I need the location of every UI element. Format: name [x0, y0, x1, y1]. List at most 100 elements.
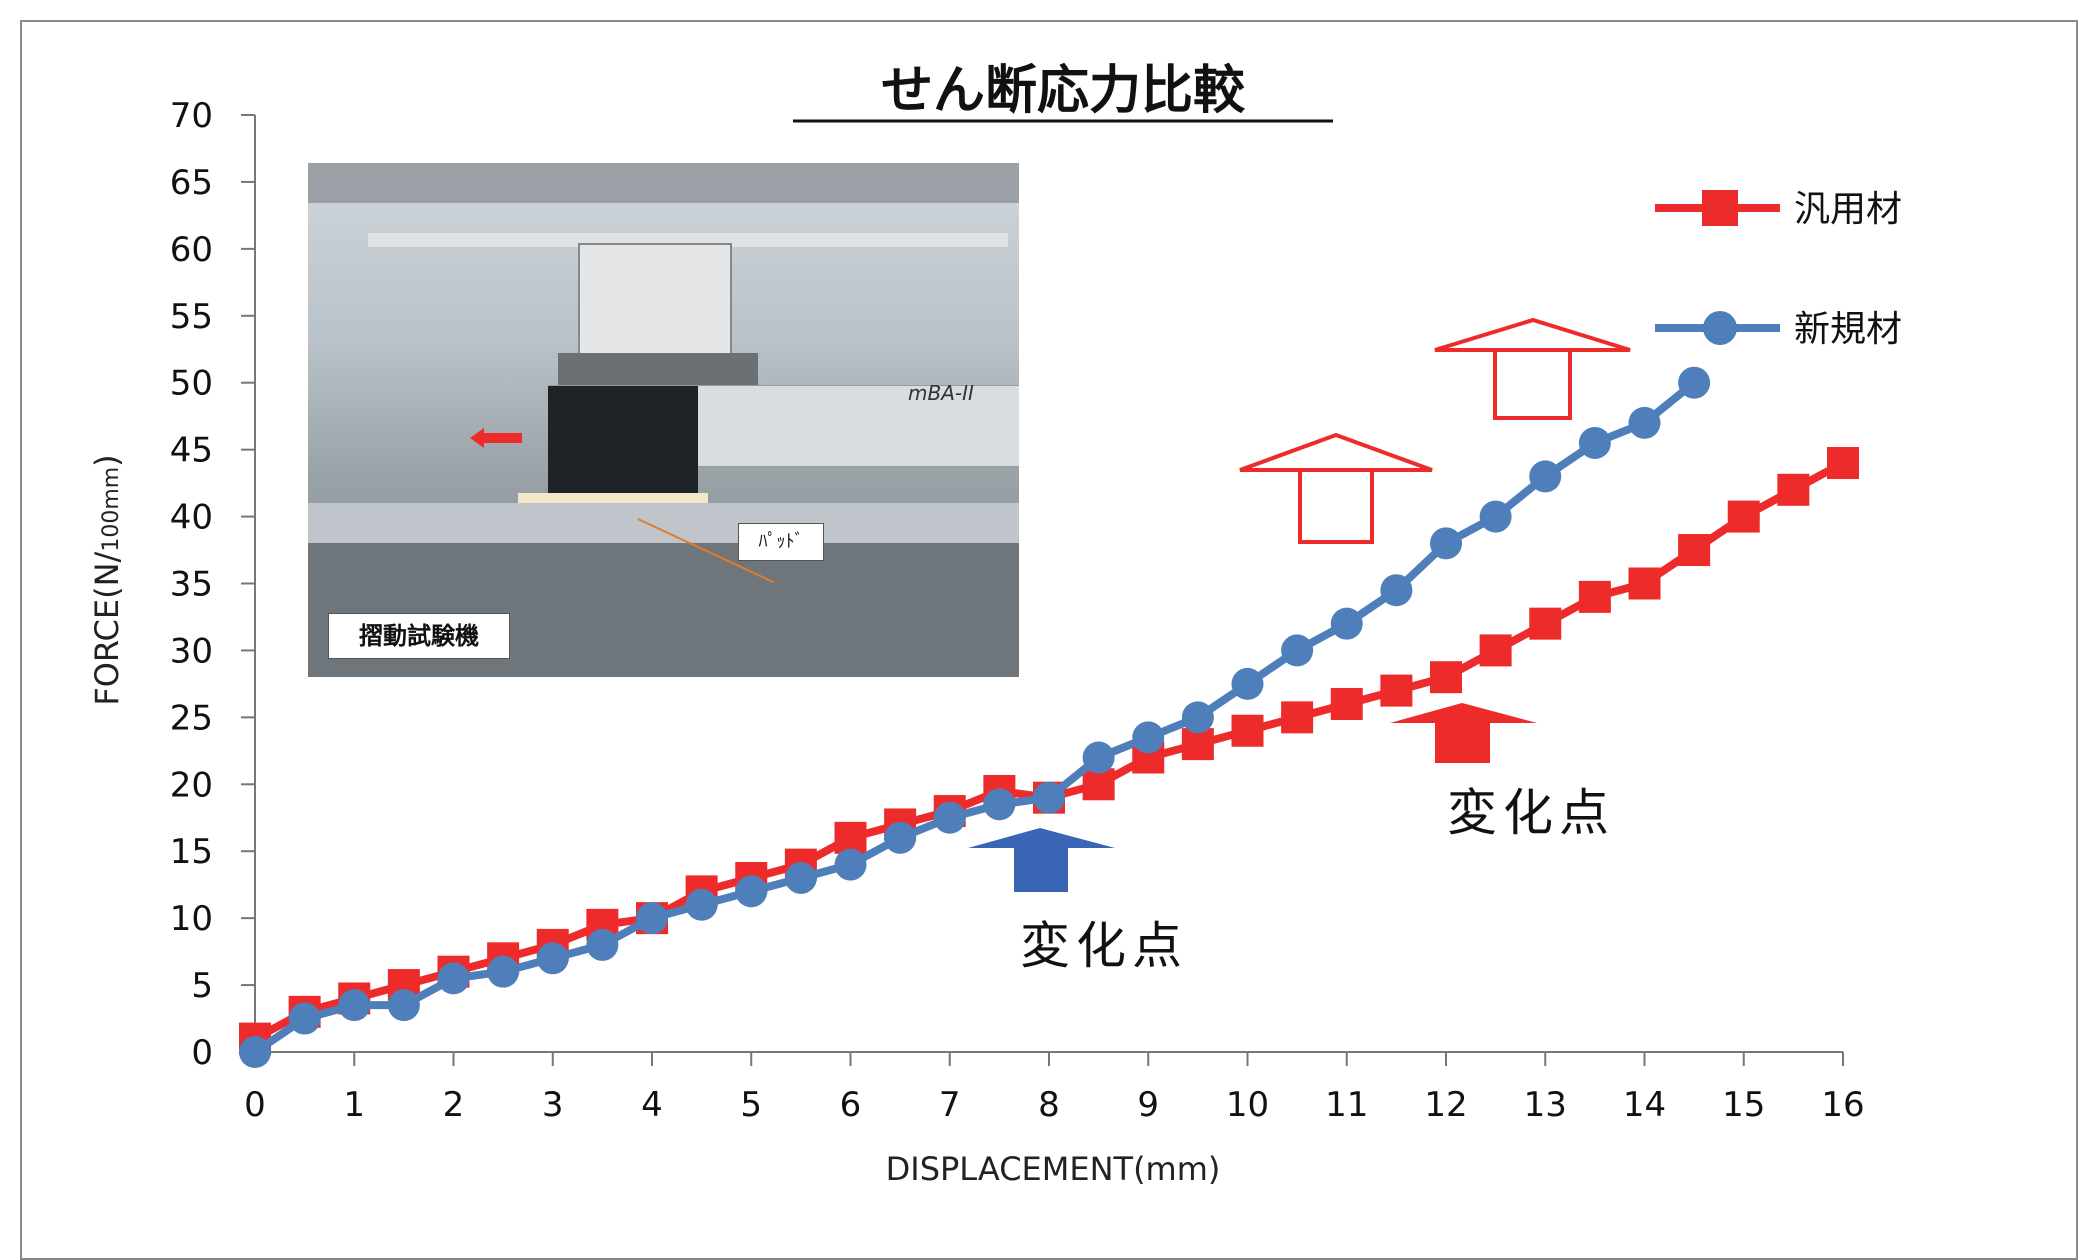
x-tick-label: 10: [1226, 1085, 1269, 1125]
photo-arrow-icon: [470, 428, 484, 448]
x-tick-label: 4: [641, 1085, 663, 1125]
legend-entry-new: 新規材: [1655, 309, 1902, 350]
data-point-generic: [1678, 534, 1711, 567]
y-tick-label: 5: [191, 966, 213, 1006]
data-point-new: [1132, 721, 1165, 754]
data-point-new: [487, 955, 520, 988]
x-tick-label: 11: [1325, 1085, 1368, 1125]
x-tick-label: 7: [939, 1085, 961, 1125]
data-point-generic: [1628, 567, 1661, 600]
data-point-generic: [1082, 768, 1115, 801]
data-point-generic: [834, 821, 867, 854]
photo-head-block: [578, 243, 732, 357]
data-point-new: [338, 989, 371, 1022]
legend-marker-square: [1702, 190, 1738, 226]
data-point-generic: [1281, 701, 1314, 734]
y-tick-label: 50: [170, 364, 213, 404]
y-tick-label: 30: [170, 631, 213, 671]
data-point-new: [636, 902, 668, 935]
data-point-new: [1479, 500, 1512, 533]
y-tick-label: 70: [170, 96, 213, 136]
data-point-new: [1529, 460, 1562, 493]
legend: 汎用材 新規材: [1655, 189, 1902, 350]
photo-pad-label: ﾊﾟｯﾄﾞ: [738, 523, 824, 561]
data-point-new: [1033, 781, 1065, 814]
legend-marker-circle: [1703, 311, 1737, 345]
y-tick-label: 35: [170, 565, 213, 605]
data-point-new: [933, 801, 966, 834]
data-point-new: [1330, 607, 1363, 640]
photo-machine-label: mBA-II: [908, 381, 974, 405]
change-point-label-new: 変化点: [1020, 917, 1188, 975]
y-tick-label: 55: [170, 297, 213, 337]
data-point-new: [1281, 634, 1314, 667]
change-point-arrow-new: [968, 828, 1115, 892]
data-point-new: [983, 788, 1016, 821]
x-tick-label: 6: [840, 1085, 862, 1125]
data-point-new: [586, 928, 619, 961]
data-point-new: [834, 848, 867, 881]
data-point-new: [1578, 426, 1611, 459]
data-point-new: [1430, 527, 1462, 560]
test-machine-photo: mBA-II ﾊﾟｯﾄﾞ 摺動試験機: [308, 163, 1019, 677]
data-point-generic: [1380, 674, 1413, 707]
photo-caption: 摺動試験機: [328, 613, 510, 659]
data-point-generic: [1479, 634, 1512, 667]
x-tick-label: 8: [1038, 1085, 1060, 1125]
y-tick-label: 45: [170, 431, 213, 471]
x-tick-label: 16: [1821, 1085, 1864, 1125]
data-point-new: [387, 989, 420, 1022]
data-point-new: [288, 1002, 321, 1035]
photo-pad-holder: [548, 386, 698, 496]
y-axis-title-sub: 100mm: [99, 467, 124, 552]
change-point-label-generic: 変化点: [1447, 784, 1615, 842]
x-axis-title: DISPLACEMENT(mm): [886, 1150, 1221, 1188]
data-point-generic: [1529, 607, 1562, 640]
y-axis-title-close: ): [88, 454, 126, 466]
y-tick-label: 15: [170, 832, 213, 872]
chart-title: せん断応力比較: [881, 61, 1246, 121]
x-tick-label: 13: [1524, 1085, 1567, 1125]
data-point-new: [1181, 701, 1214, 734]
x-tick-labels: 0 1 2 3 4 5 6 7 8 9 10 11 12 13 14 15 16: [244, 1085, 1864, 1125]
photo-direction-arrow: [482, 433, 522, 443]
photo-rail-top: [368, 233, 1008, 247]
x-tick-label: 1: [343, 1085, 365, 1125]
y-tick-label: 20: [170, 765, 213, 805]
data-point-generic: [1181, 728, 1214, 761]
photo-top-bar: [308, 163, 1019, 203]
data-point-generic: [1231, 714, 1264, 747]
x-tick-label: 3: [542, 1085, 564, 1125]
legend-entry-generic: 汎用材: [1655, 189, 1902, 230]
y-tick-label: 40: [170, 498, 213, 538]
y-tick-label: 65: [170, 163, 213, 203]
data-point-new: [536, 942, 569, 975]
data-point-generic: [1827, 447, 1859, 480]
data-point-new: [1231, 667, 1264, 700]
data-point-generic: [1330, 687, 1363, 720]
y-axis-title-main: FORCE(N/: [88, 551, 126, 705]
data-point-new: [1678, 366, 1711, 399]
y-tick-label: 60: [170, 230, 213, 270]
series-layer: [239, 366, 1859, 1068]
x-tick-label: 12: [1424, 1085, 1467, 1125]
y-tick-label: 10: [170, 899, 213, 939]
data-point-new: [239, 1036, 271, 1068]
data-point-new: [685, 888, 718, 921]
data-point-new: [437, 962, 470, 995]
x-tick-label: 15: [1722, 1085, 1765, 1125]
data-point-new: [1628, 406, 1661, 439]
x-tick-label: 14: [1623, 1085, 1666, 1125]
x-tick-label: 5: [740, 1085, 762, 1125]
change-point-arrow-generic: [1390, 703, 1537, 763]
y-tick-labels: 0 5 10 15 20 25 30 35 40 45 50 55 60 65 70: [170, 96, 213, 1073]
x-tick-label: 0: [244, 1085, 266, 1125]
data-point-generic: [1727, 500, 1760, 533]
photo-bed: [308, 503, 1019, 543]
data-point-new: [1380, 574, 1413, 607]
x-tick-label: 9: [1137, 1085, 1159, 1125]
data-point-new: [735, 875, 768, 908]
x-tick-label: 2: [443, 1085, 465, 1125]
data-point-generic: [1777, 473, 1810, 506]
